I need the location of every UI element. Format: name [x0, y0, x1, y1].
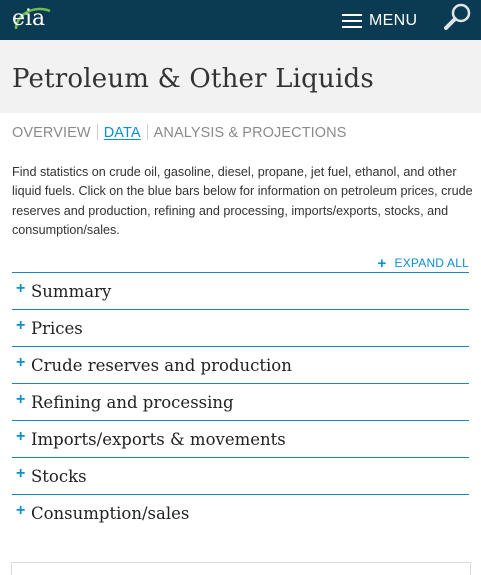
logo-arc-icon — [14, 7, 51, 30]
accordion-item-label: Imports/exports & movements — [31, 430, 286, 449]
menu-label: MENU — [369, 12, 418, 29]
plus-icon: + — [16, 391, 26, 408]
accordion-item-refining[interactable]: + Refining and processing — [12, 384, 469, 421]
data-accordion: + Summary + Prices + Crude reserves and … — [12, 272, 469, 531]
plus-icon: + — [16, 354, 26, 371]
tab-analysis-projections[interactable]: ANALYSIS & PROJECTIONS — [153, 125, 347, 141]
search-icon[interactable] — [443, 2, 473, 32]
plus-icon: + — [16, 280, 26, 297]
logo-text: eia — [12, 6, 46, 31]
tab-divider — [96, 124, 98, 140]
expand-all-button[interactable]: + EXPAND ALL — [378, 254, 469, 272]
accordion-item-label: Prices — [31, 319, 83, 338]
accordion-item-label: Crude reserves and production — [31, 356, 292, 375]
tab-divider — [146, 124, 148, 140]
plus-icon: + — [16, 428, 26, 445]
tab-data[interactable]: DATA — [103, 125, 141, 141]
accordion-item-summary[interactable]: + Summary — [12, 273, 469, 310]
page-title: Petroleum & Other Liquids — [12, 64, 374, 94]
accordion-item-label: Consumption/sales — [31, 504, 190, 523]
top-navigation-bar: eia MENU — [0, 0, 481, 40]
section-tabs: OVERVIEW DATA ANALYSIS & PROJECTIONS — [12, 124, 347, 144]
plus-icon: + — [16, 502, 26, 519]
accordion-item-crude-reserves[interactable]: + Crude reserves and production — [12, 347, 469, 384]
accordion-item-label: Refining and processing — [31, 393, 234, 412]
plus-icon: + — [16, 465, 26, 482]
plus-icon: + — [377, 255, 387, 272]
content-box-partial — [11, 562, 471, 575]
accordion-item-prices[interactable]: + Prices — [12, 310, 469, 347]
menu-button[interactable]: MENU — [340, 9, 420, 33]
hamburger-icon — [342, 14, 362, 28]
expand-all-label: EXPAND ALL — [394, 256, 469, 270]
plus-icon: + — [16, 317, 26, 334]
eia-logo[interactable]: eia — [10, 3, 54, 35]
accordion-item-consumption-sales[interactable]: + Consumption/sales — [12, 495, 469, 531]
tab-overview[interactable]: OVERVIEW — [12, 125, 91, 141]
accordion-item-stocks[interactable]: + Stocks — [12, 458, 469, 495]
accordion-item-label: Summary — [31, 282, 112, 301]
title-band: Petroleum & Other Liquids — [0, 40, 481, 113]
accordion-item-label: Stocks — [31, 467, 87, 486]
accordion-item-imports-exports[interactable]: + Imports/exports & movements — [12, 421, 469, 458]
intro-text: Find statistics on crude oil, gasoline, … — [12, 165, 473, 237]
